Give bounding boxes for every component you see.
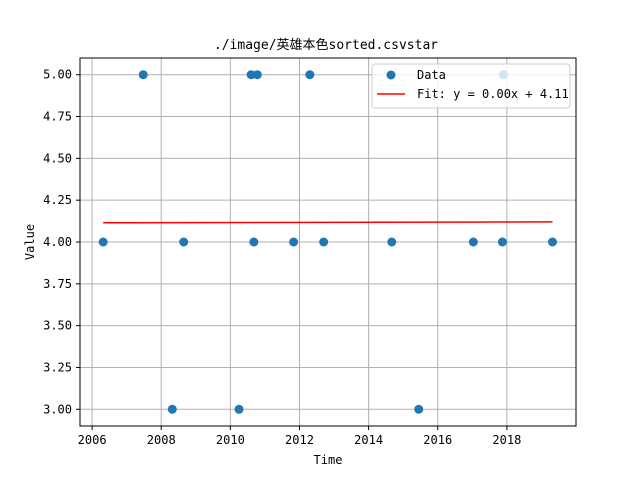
data-point <box>305 70 315 80</box>
data-point <box>497 237 507 247</box>
data-point <box>414 404 424 414</box>
data-point <box>234 404 244 414</box>
y-tick-label: 3.75 <box>43 277 72 291</box>
data-point <box>179 237 189 247</box>
data-point <box>319 237 329 247</box>
legend-data-marker <box>386 70 396 80</box>
data-point <box>98 237 108 247</box>
x-tick-label: 2012 <box>285 433 314 447</box>
x-tick-label: 2014 <box>354 433 383 447</box>
data-point <box>138 70 148 80</box>
legend: Data Fit: y = 0.00x + 4.11 <box>371 63 571 109</box>
legend-box <box>371 63 571 109</box>
x-tick-label: 2008 <box>147 433 176 447</box>
y-axis-ticks: 3.00 3.25 3.50 3.75 4.00 4.25 4.50 4.75 5.00 <box>43 68 80 416</box>
data-point <box>249 237 259 247</box>
data-point <box>167 404 177 414</box>
data-point <box>289 237 299 247</box>
x-tick-label: 2018 <box>492 433 521 447</box>
y-tick-label: 4.50 <box>43 151 72 165</box>
legend-fit-label: Fit: y = 0.00x + 4.11 <box>417 87 569 101</box>
y-tick-label: 4.75 <box>43 110 72 124</box>
data-point <box>252 70 262 80</box>
fit-line-layer <box>103 221 553 224</box>
x-tick-label: 2016 <box>423 433 452 447</box>
chart-title: ./image/英雄本色sorted.csvstar <box>214 37 438 53</box>
x-axis-label: Time <box>314 453 343 467</box>
data-point <box>387 237 397 247</box>
y-tick-label: 3.25 <box>43 360 72 374</box>
y-tick-label: 4.00 <box>43 235 72 249</box>
y-tick-label: 4.25 <box>43 193 72 207</box>
y-tick-label: 3.50 <box>43 319 72 333</box>
data-point <box>547 237 557 247</box>
y-tick-label: 3.00 <box>43 402 72 416</box>
y-axis-label: Value <box>23 224 37 260</box>
x-tick-label: 2006 <box>78 433 107 447</box>
x-tick-label: 2010 <box>216 433 245 447</box>
y-tick-label: 5.00 <box>43 68 72 82</box>
fit-line <box>103 221 553 224</box>
x-axis-ticks: 2006 2008 2010 2012 2014 2016 2018 <box>78 426 521 447</box>
data-point <box>468 237 478 247</box>
data-point <box>246 70 256 80</box>
grid-lines <box>80 58 576 426</box>
legend-data-label: Data <box>417 68 446 82</box>
